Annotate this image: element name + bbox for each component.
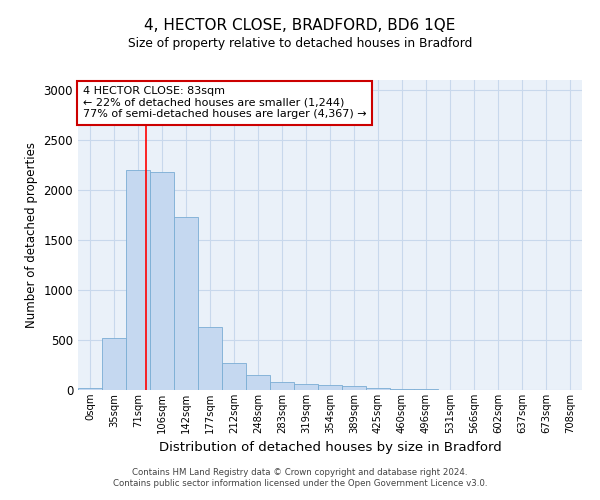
Bar — [198, 326, 222, 390]
Text: 4, HECTOR CLOSE, BRADFORD, BD6 1QE: 4, HECTOR CLOSE, BRADFORD, BD6 1QE — [145, 18, 455, 32]
Bar — [126, 170, 150, 390]
Text: Contains HM Land Registry data © Crown copyright and database right 2024.
Contai: Contains HM Land Registry data © Crown c… — [113, 468, 487, 487]
Bar — [366, 388, 390, 390]
Bar — [222, 363, 246, 390]
Bar — [174, 217, 198, 390]
X-axis label: Distribution of detached houses by size in Bradford: Distribution of detached houses by size … — [158, 442, 502, 454]
Bar — [342, 386, 366, 390]
Bar — [414, 389, 438, 390]
Bar — [390, 388, 414, 390]
Bar — [246, 375, 270, 390]
Bar — [318, 385, 342, 390]
Bar — [78, 388, 102, 390]
Bar — [270, 382, 294, 390]
Bar — [102, 338, 126, 390]
Text: Size of property relative to detached houses in Bradford: Size of property relative to detached ho… — [128, 38, 472, 51]
Text: 4 HECTOR CLOSE: 83sqm
← 22% of detached houses are smaller (1,244)
77% of semi-d: 4 HECTOR CLOSE: 83sqm ← 22% of detached … — [83, 86, 367, 120]
Bar — [150, 172, 174, 390]
Y-axis label: Number of detached properties: Number of detached properties — [25, 142, 38, 328]
Bar — [294, 384, 318, 390]
